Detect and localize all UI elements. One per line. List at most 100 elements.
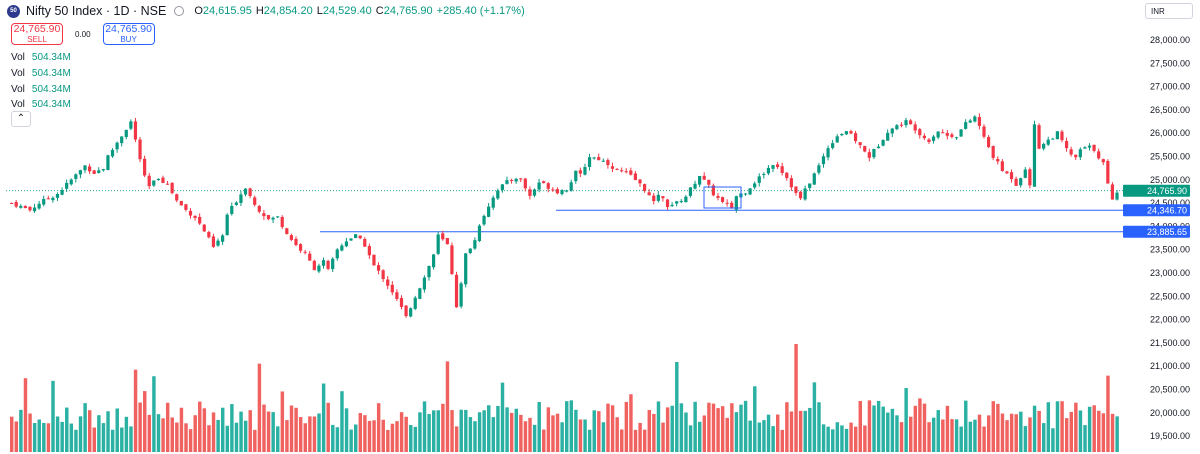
volume-bar [124,416,129,452]
candle-body [124,129,128,138]
candle-body [202,224,206,232]
candle-body [193,215,197,219]
volume-bar [23,378,28,452]
volume-bar [762,420,766,452]
volume-bar [454,426,459,452]
y-tick-label: 21,500.00 [1150,338,1190,348]
volume-bar [395,421,399,452]
volume-bar [886,412,890,452]
candle-body [468,248,472,254]
volume-bar [491,417,496,452]
candle-body [794,186,798,193]
candle-body [60,190,64,195]
candle-body [69,179,73,185]
y-tick-label: 25,500.00 [1150,152,1190,162]
volume-bar [991,401,996,452]
volume-bar [165,402,170,452]
buy-button[interactable]: 24,765.90 BUY [102,23,155,45]
candle-body [1046,139,1050,145]
sell-button[interactable]: 24,765.90 SELL [11,23,63,45]
candle-body [10,202,14,204]
volume-bar [110,429,115,452]
volume-bar [578,419,583,452]
volume-indicator-row[interactable]: Vol 504.34M [11,52,71,63]
volume-bar [340,391,344,452]
volume-bar [583,419,587,452]
y-tick-label: 25,000.00 [1150,175,1190,185]
horizontal-lines[interactable] [6,190,1124,233]
candle-body [188,210,193,216]
candle-body [835,136,839,143]
candle-body [597,157,601,161]
candle-body [496,190,500,199]
candle-body [968,120,972,123]
volume-bar [422,401,427,452]
candle-body [23,205,27,209]
volume-bar [808,407,812,452]
candle-body [831,143,835,148]
candle-body [92,170,96,174]
volume-bar [1000,413,1005,452]
candle-body [702,175,706,180]
volume-bar [1055,401,1060,452]
volume-bar [610,405,615,452]
volume-bar [321,383,326,452]
trade-buttons: 24,765.90 SELL 0.00 24,765.90 BUY [11,23,155,45]
volume-bar [574,409,578,452]
volume-bar [803,410,807,452]
candle-body [652,195,656,202]
candle-body [1051,138,1055,140]
candle-body [785,172,789,179]
candle-body [358,235,362,239]
candle-body [789,178,793,188]
candle-body [473,240,477,249]
symbol-title[interactable]: Nifty 50 Index · 1D · NSE [26,4,167,18]
candle-body [184,204,188,210]
volume-bar [202,408,207,452]
volume-bar [977,414,982,452]
candle-body [129,121,133,129]
volume-bar [188,429,193,452]
volume-bar [363,415,367,452]
volume-bar [679,403,684,452]
candle-body [276,216,280,218]
volume-bar [757,422,762,452]
candle-body [367,246,371,256]
candle-body [1110,184,1115,200]
candle-body [211,236,216,247]
candle-body [427,266,431,278]
candle-body [587,157,592,167]
volume-key: Vol [11,68,25,79]
volume-indicator-row[interactable]: Vol 504.34M [11,84,71,95]
candle-body [642,184,647,191]
currency-selector[interactable]: INR [1145,3,1193,19]
volume-bar [1101,413,1106,452]
candle-body [289,235,294,240]
candle-body [757,176,761,183]
y-tick-label: 24,500.00 [1150,198,1190,208]
volume-bar [257,363,262,452]
candle-body [1009,172,1014,180]
candle-body [826,148,830,158]
volume-bar [156,414,161,452]
collapse-legend-button[interactable]: ⌃ [11,111,31,127]
volume-bar [853,426,858,452]
volume-bar [87,410,92,452]
volume-bar [14,421,19,452]
candle-body [143,158,147,176]
volume-indicator-row[interactable]: Vol 504.34M [11,68,71,79]
selection-rectangle[interactable] [703,186,742,209]
volume-bar [1097,410,1101,452]
candle-body [1005,171,1009,174]
volume-indicator-row[interactable]: Vol 504.34M [11,99,71,110]
candle-body [537,182,541,190]
volume-bar [101,423,106,452]
candle-body [620,170,624,172]
candle-body [996,158,1000,162]
candle-body [1087,145,1092,148]
volume-bar [551,415,555,452]
volume-bar [65,407,69,452]
sell-label: SELL [27,34,47,44]
volume-bar [587,429,592,452]
